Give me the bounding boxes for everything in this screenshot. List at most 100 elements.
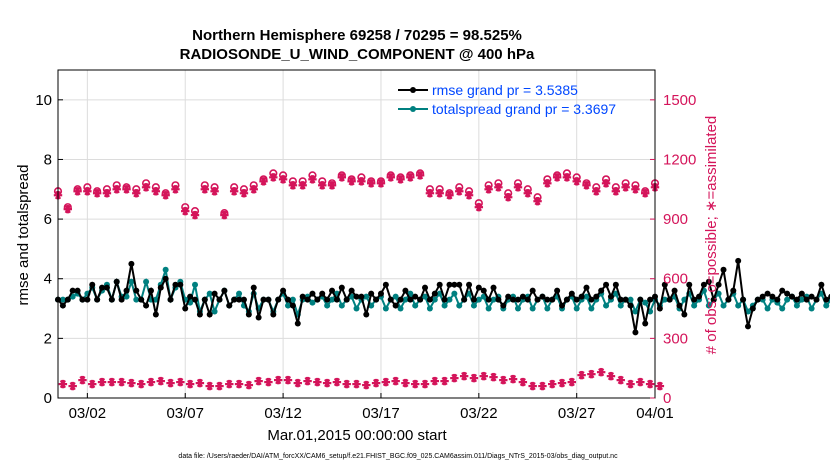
- totalspread-point: [808, 305, 815, 312]
- obs-assimilated-marker: [249, 185, 258, 194]
- rmse-point: [818, 281, 825, 288]
- obs-assimilated-marker: [621, 183, 630, 192]
- obs-assimilated-marker: [132, 189, 141, 198]
- totalspread-point: [329, 296, 336, 303]
- rmse-point: [226, 302, 233, 309]
- rmse-point: [441, 296, 448, 303]
- rmse-point: [74, 287, 81, 294]
- rmse-point: [598, 287, 605, 294]
- obs-low-count-marker: [655, 381, 665, 391]
- rmse-point: [402, 287, 409, 294]
- obs-assimilated-marker: [63, 204, 72, 214]
- y-axis-label-right: # of obs: o=possible; ∗=assimilated: [703, 116, 720, 355]
- totalspread-point: [143, 278, 150, 285]
- rmse-point: [284, 296, 291, 303]
- rmse-point: [250, 284, 257, 291]
- rmse-point: [793, 296, 800, 303]
- rmse-point: [196, 311, 203, 318]
- obs-low-count-marker: [176, 377, 185, 387]
- data-file-footer: data file: /Users/raeder/DAI/ATM_forcXX/…: [178, 453, 618, 460]
- obs-low-count-marker: [636, 377, 645, 387]
- rmse-point: [573, 296, 580, 303]
- totalspread-point: [823, 302, 830, 309]
- obs-assimilated-marker: [210, 187, 219, 196]
- obs-low-count-marker: [528, 381, 537, 391]
- rmse-point: [475, 284, 482, 291]
- rmse-point: [470, 296, 477, 303]
- legend-totalspread-label: totalspread grand pr = 3.3697: [432, 101, 616, 117]
- obs-low-count-marker: [97, 377, 107, 387]
- rmse-point: [534, 296, 541, 303]
- obs-low-count-marker: [411, 379, 420, 389]
- rmse-point: [338, 284, 345, 291]
- rmse-point: [358, 293, 365, 300]
- rmse-point: [612, 281, 619, 288]
- totalspread-point: [426, 305, 433, 312]
- obs-low-count-marker: [430, 376, 439, 386]
- obs-low-count-marker: [303, 376, 312, 386]
- obs-low-count-marker: [254, 376, 263, 386]
- rmse-point: [348, 287, 355, 294]
- rmse-point: [495, 296, 502, 303]
- obs-assimilated-marker: [308, 175, 317, 184]
- rmse-point: [133, 287, 140, 294]
- totalspread-point: [784, 296, 791, 303]
- totalspread-point: [764, 305, 771, 312]
- legend-totalspread-marker: [410, 106, 416, 112]
- totalspread-point: [422, 293, 429, 300]
- obs-low-count-marker: [274, 375, 283, 385]
- obs-low-count-marker: [489, 372, 498, 382]
- rmse-point: [289, 302, 296, 309]
- rmse-point: [681, 311, 688, 318]
- rmse-point: [744, 323, 751, 330]
- totalspread-point: [353, 305, 360, 312]
- rmse-point: [666, 296, 673, 303]
- obs-assimilated-marker: [73, 187, 82, 196]
- totalspread-point: [603, 302, 610, 309]
- rmse-point: [314, 296, 321, 303]
- rmse-point: [368, 290, 375, 297]
- rmse-point: [387, 296, 394, 303]
- obs-low-count-marker: [538, 381, 547, 391]
- obs-assimilated-marker: [92, 189, 102, 198]
- rmse-point: [779, 287, 786, 294]
- obs-low-count-marker: [244, 380, 254, 390]
- obs-low-count-marker: [205, 381, 214, 391]
- totalspread-point: [128, 278, 135, 285]
- rmse-point: [138, 296, 145, 303]
- obs-low-count-marker: [78, 375, 87, 385]
- rmse-point: [392, 302, 399, 309]
- y-left-tick-label: 6: [44, 211, 52, 228]
- obs-assimilated-marker: [181, 206, 190, 216]
- rmse-point: [480, 287, 487, 294]
- totalspread-point: [642, 299, 649, 306]
- rmse-point: [108, 296, 115, 303]
- obs-low-count-marker: [381, 377, 391, 387]
- rmse-point: [754, 296, 761, 303]
- rmse-point: [182, 305, 189, 312]
- rmse-point: [461, 296, 468, 303]
- obs-low-count-marker: [185, 379, 195, 389]
- obs-low-count-marker: [283, 375, 293, 385]
- rmse-point: [710, 296, 717, 303]
- rmse-point: [103, 284, 110, 291]
- totalspread-point: [514, 305, 521, 312]
- obs-assimilated-marker: [533, 197, 542, 206]
- obs-assimilated-marker: [347, 177, 356, 186]
- rmse-point: [764, 290, 771, 297]
- totalspread-point: [451, 290, 458, 297]
- rmse-point: [94, 296, 101, 303]
- obs-assimilated-marker: [190, 210, 200, 220]
- obs-assimilated-marker: [572, 177, 581, 186]
- obs-assimilated-marker: [435, 189, 444, 198]
- rmse-point: [69, 287, 76, 294]
- y-left-tick-label: 8: [44, 151, 52, 168]
- rmse-point: [593, 293, 600, 300]
- obs-assimilated-marker: [220, 210, 229, 220]
- obs-low-count-marker: [264, 377, 273, 387]
- totalspread-point: [397, 305, 404, 312]
- rmse-point: [798, 290, 805, 297]
- rmse-point: [622, 296, 629, 303]
- rmse-point: [466, 281, 473, 288]
- rmse-point: [373, 296, 380, 303]
